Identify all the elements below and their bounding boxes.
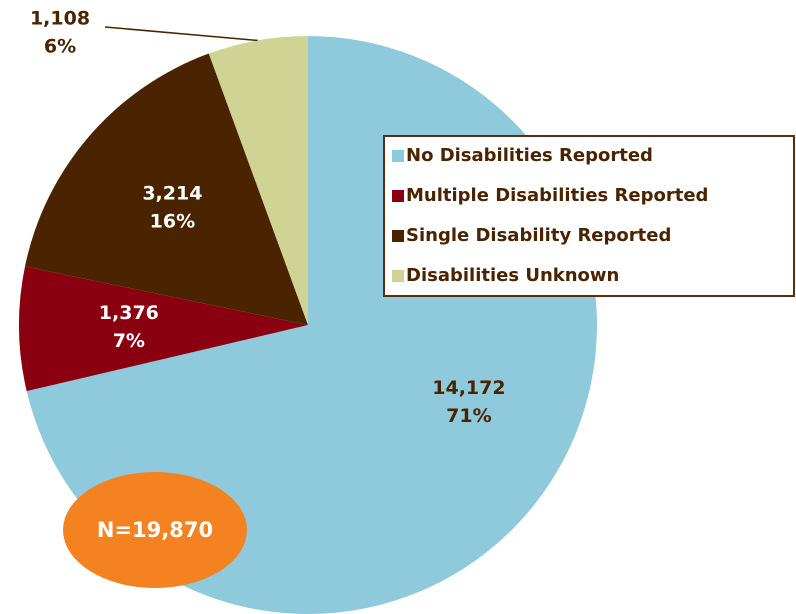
annotation: N=19,870 xyxy=(97,518,213,542)
value-label: 3,214 xyxy=(142,182,202,204)
legend-swatch xyxy=(392,230,404,242)
legend-label: Disabilities Unknown xyxy=(406,265,619,286)
value-label: 14,172 xyxy=(432,377,505,399)
value-label: 1,376 xyxy=(99,302,159,324)
legend-swatch xyxy=(392,270,404,282)
percent-label: 16% xyxy=(150,210,195,232)
legend-label: Single Disability Reported xyxy=(406,225,671,246)
pie-slice xyxy=(18,266,308,392)
annotation-badge xyxy=(63,472,247,588)
percent-label: 7% xyxy=(113,330,145,352)
value-label: 1,108 xyxy=(30,8,90,30)
legend-swatch xyxy=(392,150,404,162)
leader-line xyxy=(104,26,258,42)
legend-box xyxy=(383,135,795,297)
percent-label: 71% xyxy=(446,405,491,427)
legend-label: No Disabilities Reported xyxy=(406,145,653,166)
pie-slice xyxy=(24,53,308,326)
legend-label: Multiple Disabilities Reported xyxy=(406,185,708,206)
pie-slice xyxy=(208,36,308,325)
percent-label: 6% xyxy=(44,36,76,58)
legend-swatch xyxy=(392,190,404,202)
